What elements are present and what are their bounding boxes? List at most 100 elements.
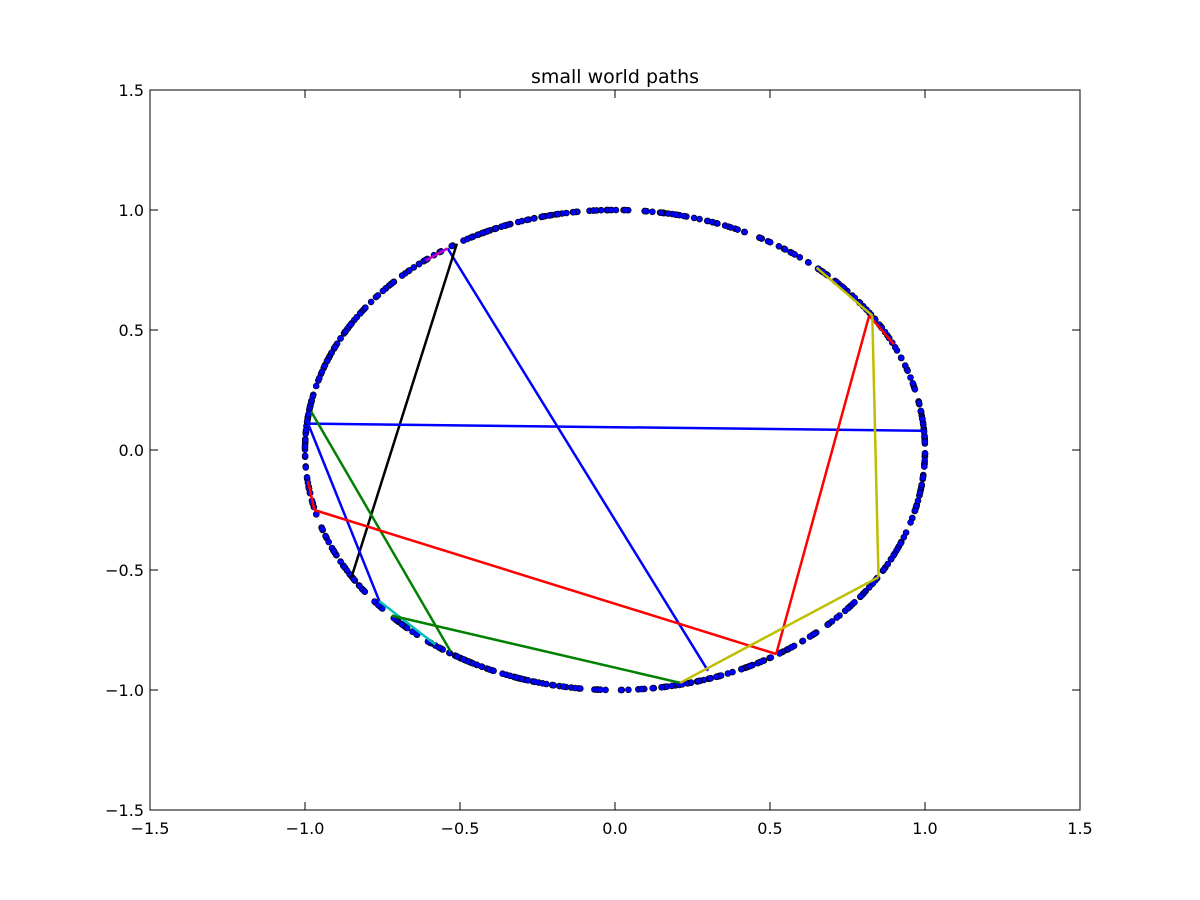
scatter-point (330, 547, 338, 555)
scatter-point (343, 567, 351, 575)
y-tick-label: 0.0 (119, 441, 144, 460)
scatter-point (448, 242, 456, 250)
scatter-point (680, 212, 688, 220)
scatter-point (625, 686, 632, 694)
scatter-point (621, 206, 629, 214)
x-tick-label: 0.5 (757, 819, 782, 838)
path-line (774, 315, 871, 655)
scatter-point (746, 662, 754, 670)
scatter-point (530, 215, 538, 222)
scatter-point (775, 243, 783, 250)
scatter-point (727, 224, 735, 231)
scatter-point (435, 644, 443, 651)
scatter-point (379, 287, 387, 295)
path-line (378, 600, 436, 646)
scatter-point (542, 680, 550, 688)
scatter-point (312, 382, 320, 390)
scatter-point (897, 540, 904, 547)
scatter-point (563, 209, 570, 217)
scatter-point (356, 582, 363, 590)
scatter-point (597, 206, 605, 214)
scatter-point (318, 525, 326, 533)
scatter-point (787, 644, 795, 651)
scatter-point (473, 661, 481, 669)
scatter-point (302, 426, 310, 434)
scatter-point (729, 668, 736, 676)
scatter-point (479, 229, 487, 237)
scatter-point (524, 676, 532, 684)
scatter-point (884, 560, 892, 568)
scatter-point (597, 686, 604, 694)
scatter-point (550, 681, 558, 689)
scatter-point (921, 449, 929, 457)
scatter-point (767, 654, 775, 661)
x-tick-label: −1.0 (286, 819, 325, 838)
scatter-point (919, 415, 926, 423)
scatter-point (844, 604, 852, 612)
scatter-point (350, 575, 358, 583)
path-line (425, 247, 449, 262)
scatter-point (917, 407, 925, 415)
scatter-point (687, 679, 695, 686)
scatter-point (570, 208, 577, 216)
scatter-point (911, 507, 919, 514)
scatter-point (617, 686, 625, 694)
y-axis: −1.5 −1.0 −0.5 0.0 0.5 1.0 1.5 (105, 81, 1080, 820)
scatter-point (690, 214, 698, 222)
scatter-point (331, 343, 339, 351)
scatter-point (367, 298, 375, 306)
scatter-point (318, 368, 326, 376)
scatter-point (500, 222, 508, 230)
scatter-point (531, 678, 538, 686)
scatter-point (539, 213, 547, 220)
path-line (313, 508, 777, 656)
axes-frame (149, 89, 1081, 811)
scatter-point (301, 452, 309, 460)
x-tick-label: −0.5 (441, 819, 480, 838)
scatter-point (302, 464, 310, 471)
y-tick-label: 1.0 (119, 201, 144, 220)
path-line (306, 480, 316, 511)
scatter-point (920, 428, 928, 436)
plot-area (301, 206, 929, 694)
scatter-point (737, 665, 745, 673)
x-tick-label: −1.5 (131, 819, 170, 838)
scatter-point (322, 532, 329, 540)
scatter-point (909, 379, 917, 387)
scatter-point (810, 630, 818, 638)
scatter-point (308, 397, 315, 405)
scatter-point (398, 620, 406, 628)
scatter-point (347, 321, 354, 329)
scatter-point (781, 246, 789, 253)
path-line (350, 243, 459, 578)
y-tick-label: −1.5 (105, 801, 144, 820)
scatter-point (796, 253, 804, 261)
scatter-point (638, 685, 645, 693)
scatter-points (301, 206, 929, 694)
scatter-point (559, 683, 567, 690)
scatter-point (672, 211, 680, 218)
y-tick-label: 1.5 (119, 81, 144, 100)
scatter-point (403, 624, 411, 632)
scatter-point (695, 677, 702, 685)
path-line (815, 266, 874, 317)
scatter-point (766, 238, 774, 246)
scatter-point (453, 653, 461, 660)
scatter-point (513, 674, 520, 681)
scatter-point (851, 598, 858, 606)
scatter-point (303, 473, 311, 481)
scatter-point (907, 519, 914, 526)
path-line (446, 247, 710, 672)
scatter-point (658, 683, 665, 691)
scatter-point (919, 474, 927, 482)
scatter-point (696, 215, 703, 223)
scatter-point (398, 272, 406, 279)
scatter-point (921, 438, 929, 446)
scatter-point (545, 212, 553, 219)
path-lines (306, 243, 922, 685)
scatter-point (460, 655, 467, 663)
x-tick-label: 1.0 (912, 819, 937, 838)
scatter-point (805, 259, 812, 266)
